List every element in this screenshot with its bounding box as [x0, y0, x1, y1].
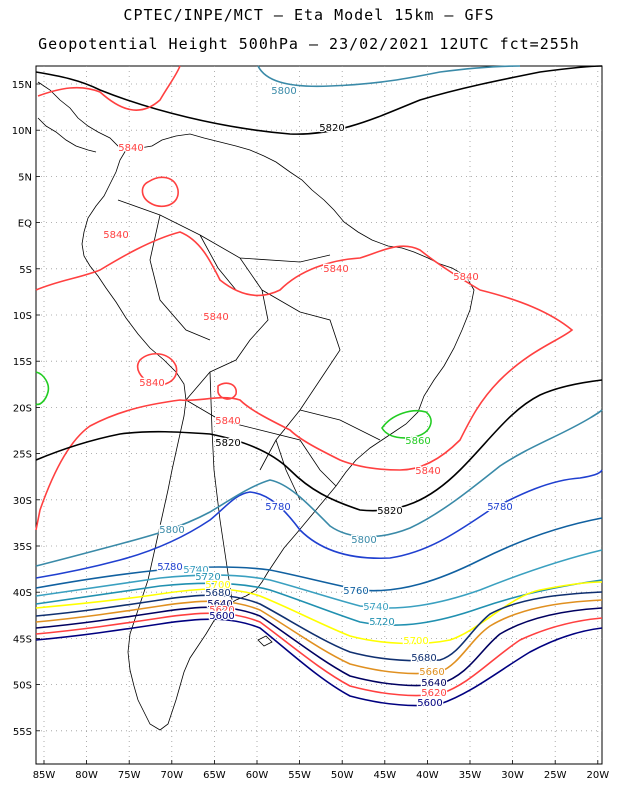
label-5600: 5600	[417, 698, 442, 709]
contour-labels: 5800 5820 5840 5840 5840 5840 5840 5840 …	[102, 85, 514, 711]
contour-5820-south	[35, 379, 603, 512]
lon-tick-label: 35W	[459, 770, 482, 781]
contour-5760	[35, 517, 603, 592]
lat-tick-label: 55S	[13, 727, 32, 738]
lon-tick-label: 40W	[416, 770, 439, 781]
label-5840: 5840	[415, 466, 440, 477]
contour-5840-blob-1	[141, 176, 179, 208]
contour-5740	[35, 549, 603, 609]
lon-tick-label: 75W	[118, 770, 141, 781]
graticule	[36, 66, 602, 764]
label-5840: 5840	[215, 416, 240, 427]
contour-5660	[35, 599, 603, 675]
lon-tick-label: 80W	[75, 770, 98, 781]
map-title: CPTEC/INPE/MCT – Eta Model 15km – GFS	[123, 6, 495, 24]
central-america-coast	[37, 81, 127, 153]
label-5640: 5640	[207, 599, 232, 610]
label-5840: 5840	[103, 230, 128, 241]
label-5780: 5780	[487, 502, 512, 513]
label-5800: 5800	[351, 535, 376, 546]
label-5860: 5860	[405, 436, 430, 447]
lat-tick-label: 10N	[12, 126, 32, 137]
label-5700: 5700	[403, 636, 428, 647]
lon-tick-label: 30W	[501, 770, 524, 781]
label-5740: 5740	[183, 565, 208, 576]
lon-tick-label: 25W	[544, 770, 567, 781]
south-america-coast	[81, 133, 475, 731]
lon-tick-label: 50W	[331, 770, 354, 781]
lat-tick-label: 45S	[13, 634, 32, 645]
label-5680: 5680	[411, 653, 436, 664]
longitude-labels: 85W 80W 75W 70W 65W 60W 55W 50W 45W 40W 35W 30W 25W 2…	[33, 770, 610, 781]
map-subtitle: Geopotential Height 500hPa – 23/02/2021 …	[38, 35, 580, 53]
contour-5680	[35, 591, 603, 662]
lat-tick-label: 15N	[12, 80, 32, 91]
contour-5640	[35, 606, 603, 687]
lon-tick-label: 85W	[33, 770, 56, 781]
contour-5840-blob-3	[217, 382, 237, 400]
lat-tick-label: 35S	[13, 542, 32, 553]
lat-tick-label: 30S	[13, 496, 32, 507]
contour-5600	[35, 618, 603, 707]
lat-tick-label: 25S	[13, 450, 32, 461]
contour-5820-north	[35, 65, 603, 135]
lon-tick-label: 55W	[288, 770, 311, 781]
label-5820: 5820	[377, 506, 402, 517]
label-5780: 5780	[265, 502, 290, 513]
label-5800: 5800	[159, 525, 184, 536]
label-5800: 5800	[271, 86, 296, 97]
label-5660: 5660	[419, 667, 444, 678]
label-5840: 5840	[118, 143, 143, 154]
lon-tick-label: 20W	[586, 770, 609, 781]
label-5740: 5740	[363, 602, 388, 613]
contour-5720	[35, 579, 603, 626]
label-5680: 5680	[205, 588, 230, 599]
falkland-islands	[257, 635, 273, 647]
height-contours	[35, 65, 603, 707]
label-5720: 5720	[195, 572, 220, 583]
label-5760: 5760	[343, 586, 368, 597]
lon-tick-label: 60W	[246, 770, 269, 781]
label-5840: 5840	[323, 264, 348, 275]
latitude-labels: 15N 10N 5N EQ 5S 10S 15S 20S 25S 30S 35S 40S 45S 50S 5…	[12, 80, 32, 738]
contour-5780	[35, 469, 603, 579]
label-5840: 5840	[453, 272, 478, 283]
lat-tick-label: 40S	[13, 588, 32, 599]
label-5820: 5820	[319, 123, 344, 134]
label-5840: 5840	[203, 312, 228, 323]
lat-tick-label: 15S	[13, 357, 32, 368]
label-5820: 5820	[215, 438, 240, 449]
label-5780: 5780	[157, 562, 182, 573]
label-5700: 5700	[205, 580, 230, 591]
contour-5860	[35, 371, 432, 439]
country-borders	[117, 199, 381, 601]
contour-5700	[35, 581, 603, 645]
lat-tick-label: 10S	[13, 311, 32, 322]
contour-5840-blob-2	[136, 353, 178, 386]
lat-tick-label: EQ	[18, 219, 32, 230]
lat-tick-label: 5S	[19, 265, 32, 276]
label-5620: 5620	[209, 605, 234, 616]
label-5600: 5600	[209, 611, 234, 622]
lon-tick-label: 65W	[203, 770, 226, 781]
lon-tick-label: 45W	[373, 770, 396, 781]
label-5720: 5720	[369, 617, 394, 628]
contour-5800	[35, 409, 603, 567]
contour-5840-main	[35, 65, 574, 531]
label-5640: 5640	[421, 678, 446, 689]
lat-tick-label: 20S	[13, 403, 32, 414]
contour-5620	[35, 612, 603, 697]
lat-tick-label: 5N	[18, 172, 32, 183]
label-5840: 5840	[139, 378, 164, 389]
contour-5800-north	[257, 65, 521, 88]
label-5620: 5620	[421, 688, 446, 699]
lat-tick-label: 50S	[13, 681, 32, 692]
lon-tick-label: 70W	[160, 770, 183, 781]
coastlines	[37, 81, 475, 731]
